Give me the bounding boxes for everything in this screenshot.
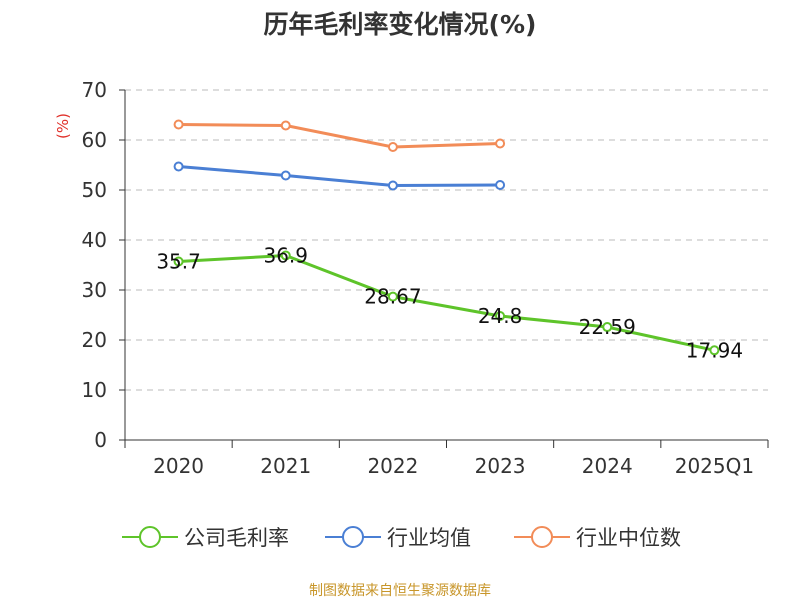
data-point[interactable] xyxy=(387,180,398,191)
data-label: 28.67 xyxy=(364,285,421,309)
data-point[interactable] xyxy=(280,170,291,181)
y-tick-label: 40 xyxy=(82,228,107,252)
chart-title: 历年毛利率变化情况(%) xyxy=(264,10,537,39)
axes: 0 10 20 30 40 50 60 70 2020 2021 2022 2023 2024 2025Q… xyxy=(82,78,769,478)
y-tick-label: 10 xyxy=(82,378,107,402)
x-tick-label: 2024 xyxy=(582,454,633,478)
data-label: 24.8 xyxy=(478,304,523,328)
x-tick-label: 2025Q1 xyxy=(675,454,754,478)
data-point[interactable] xyxy=(387,142,398,152)
data-point[interactable] xyxy=(495,138,506,149)
legend-marker xyxy=(342,526,364,548)
series-group xyxy=(173,119,720,356)
legend-item[interactable]: 公司毛利率 xyxy=(122,526,289,550)
data-point[interactable] xyxy=(173,161,184,172)
legend-marker xyxy=(139,526,161,548)
legend-label: 公司毛利率 xyxy=(184,526,289,550)
data-label: 22.59 xyxy=(579,315,636,339)
x-tick-label: 2020 xyxy=(153,454,204,478)
y-tick-label: 30 xyxy=(82,278,107,302)
data-label: 17.94 xyxy=(686,338,743,362)
y-tick-label: 20 xyxy=(82,328,107,352)
x-tick-label: 2023 xyxy=(475,454,526,478)
legend-marker xyxy=(531,526,553,548)
data-label: 35.7 xyxy=(156,250,201,274)
y-tick-label: 70 xyxy=(82,78,107,102)
x-tick-label: 2022 xyxy=(367,454,418,478)
series-line-2 xyxy=(178,123,501,149)
series-line-1 xyxy=(178,165,501,187)
data-point[interactable] xyxy=(173,119,184,130)
data-point[interactable] xyxy=(495,180,506,190)
legend-label: 行业中位数 xyxy=(576,526,681,550)
legend-item[interactable]: 行业中位数 xyxy=(514,526,681,550)
series-line-0 xyxy=(178,254,715,352)
data-point[interactable] xyxy=(280,250,291,261)
data-point[interactable] xyxy=(709,345,720,356)
y-tick-label: 0 xyxy=(94,428,107,452)
data-labels: 35.7 36.9 28.67 24.8 22.59 17.94 xyxy=(156,244,743,363)
legend[interactable]: 公司毛利率 行业均值 行业中位数 xyxy=(122,526,681,550)
data-label: 36.9 xyxy=(263,244,308,268)
data-point[interactable] xyxy=(495,311,506,321)
data-point[interactable] xyxy=(280,120,291,131)
x-tick-label: 2021 xyxy=(260,454,311,478)
data-point[interactable] xyxy=(387,291,398,302)
source-note: 制图数据来自恒生聚源数据库 xyxy=(309,583,491,599)
legend-label: 行业均值 xyxy=(387,526,471,550)
gridlines xyxy=(125,89,768,391)
y-tick-label: 50 xyxy=(82,178,107,202)
data-point[interactable] xyxy=(602,322,613,333)
y-tick-label: 60 xyxy=(82,128,107,152)
data-point[interactable] xyxy=(173,256,184,267)
legend-item[interactable]: 行业均值 xyxy=(325,526,471,550)
y-axis-unit: (%) xyxy=(54,113,72,139)
